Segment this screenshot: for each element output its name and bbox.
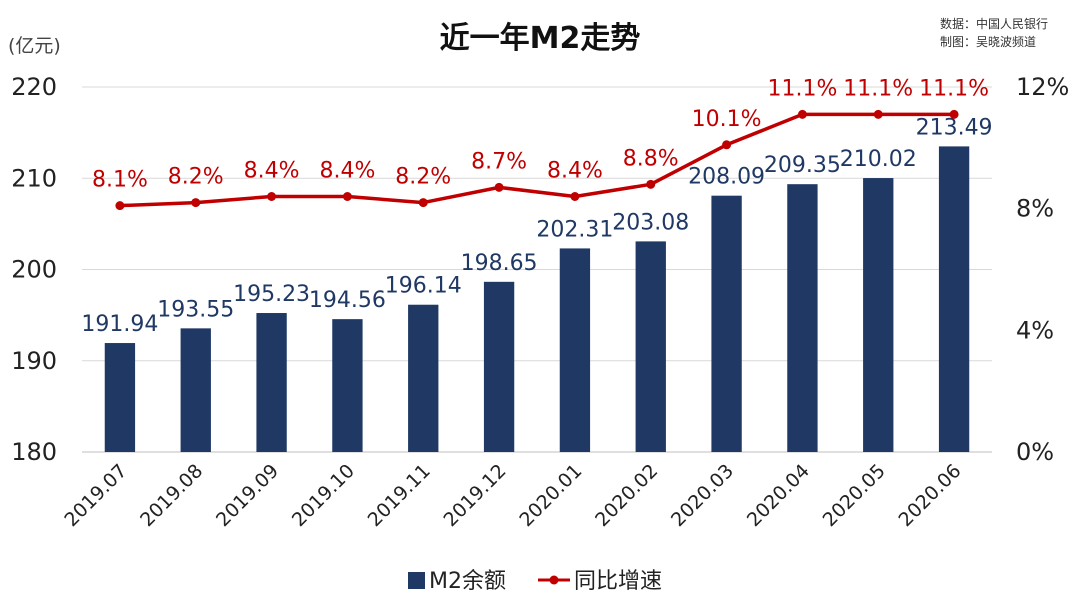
growth-line	[115, 109, 959, 211]
growth-point	[115, 201, 125, 211]
growth-rate-label: 10.1%	[692, 107, 762, 132]
growth-point	[494, 182, 504, 192]
m2-bar	[635, 241, 666, 452]
left-axis-unit: (亿元)	[8, 35, 61, 57]
x-axis-tick-label: 2020.06	[894, 460, 965, 531]
growth-rate-label: 8.7%	[471, 149, 527, 174]
growth-point	[722, 140, 732, 150]
legend-swatch-growth-marker	[549, 575, 559, 585]
m2-bar	[938, 146, 970, 452]
growth-point	[949, 109, 959, 119]
right-axis-ticks: 0% 4% 8% 12%	[1016, 73, 1069, 466]
growth-rate-label: 8.1%	[92, 168, 148, 193]
m2-bar	[104, 343, 136, 452]
source-line-author: 制图：吴晓波频道	[940, 35, 1036, 49]
growth-point	[570, 192, 580, 201]
growth-rate-label: 8.2%	[395, 165, 451, 190]
m2-bar-label: 198.65	[461, 251, 538, 276]
growth-rate-label: 11.1%	[767, 76, 837, 101]
m2-bar-label: 213.49	[916, 115, 993, 140]
growth-rate-labels: 8.1% 8.2% 8.4% 8.4% 8.2%8.7% 8.4% 8.8%10.1%11.…	[92, 76, 989, 192]
growth-point	[342, 192, 352, 201]
source-line-data: 数据：中国人民银行	[940, 16, 1048, 31]
legend-swatch-m2	[408, 572, 425, 589]
right-axis-tick-label: 4%	[1016, 316, 1054, 344]
x-axis-tick-label: 2020.03	[667, 460, 738, 531]
left-axis-ticks: 180 190 200 210 220	[11, 73, 57, 466]
m2-bar-label: 195.23	[233, 282, 310, 307]
x-axis-tick-label: 2019.11	[364, 460, 435, 531]
m2-bar	[863, 178, 894, 452]
m2-bar-label: 193.55	[157, 297, 234, 322]
x-axis-tick-label: 2019.07	[60, 460, 131, 531]
m2-bar	[256, 313, 287, 452]
growth-rate-label: 8.2%	[168, 165, 224, 190]
m2-bar	[332, 319, 363, 452]
x-axis-tick-label: 2020.01	[515, 460, 586, 531]
growth-point	[418, 198, 428, 208]
growth-rate-label: 11.1%	[843, 76, 913, 101]
growth-point	[873, 109, 883, 119]
growth-rate-label: 8.8%	[623, 146, 679, 171]
gridlines	[82, 86, 992, 453]
left-axis-tick-label: 220	[11, 73, 57, 101]
x-axis-tick-label: 2019.09	[212, 460, 283, 531]
x-axis-tick-label: 2019.12	[439, 460, 510, 531]
m2-bar	[711, 195, 742, 452]
x-axis-tick-label: 2020.05	[819, 460, 890, 531]
growth-point	[191, 198, 201, 208]
growth-rate-label: 8.4%	[547, 159, 603, 184]
x-axis-ticks: 2019.07 2019.08 2019.09 2019.10 2019.11 2019.…	[60, 460, 965, 531]
m2-bar-label: 210.02	[840, 147, 917, 172]
m2-bar	[787, 184, 818, 452]
growth-rate-label: 8.4%	[244, 159, 300, 184]
m2-bar-label: 196.14	[385, 274, 462, 299]
m2-bar-label: 191.94	[81, 312, 158, 337]
m2-bar-label: 202.31	[536, 217, 613, 242]
m2-bars	[104, 146, 970, 452]
legend-label-growth: 同比增速	[574, 569, 662, 594]
right-axis-tick-label: 0%	[1016, 438, 1054, 466]
growth-rate-label: 11.1%	[919, 76, 989, 101]
growth-point	[646, 179, 656, 189]
x-axis-tick-label: 2019.08	[136, 460, 207, 531]
growth-rate-label: 8.4%	[319, 159, 375, 184]
x-axis-tick-label: 2019.10	[288, 460, 359, 531]
m2-bar-label: 209.35	[764, 153, 841, 178]
right-axis-tick-label: 8%	[1016, 195, 1054, 223]
m2-bar	[408, 304, 439, 452]
x-axis-tick-label: 2020.04	[743, 460, 814, 531]
growth-point	[267, 192, 277, 201]
left-axis-tick-label: 200	[11, 256, 57, 284]
growth-point	[797, 109, 807, 119]
m2-bar-label: 208.09	[688, 165, 765, 190]
m2-bar-label: 203.08	[612, 210, 689, 235]
left-axis-tick-label: 210	[11, 164, 57, 192]
legend-label-m2: M2余额	[429, 569, 506, 594]
m2-bar	[559, 248, 591, 452]
left-axis-tick-label: 190	[11, 347, 57, 375]
growth-line-path	[119, 112, 955, 208]
chart-title: 近一年M2走势	[440, 21, 641, 56]
x-axis-tick-label: 2020.02	[591, 460, 662, 531]
m2-bar	[180, 328, 211, 452]
m2-bar-label: 194.56	[309, 288, 386, 313]
left-axis-tick-label: 180	[11, 438, 57, 466]
m2-bar	[483, 281, 515, 452]
legend: M2余额 同比增速	[408, 569, 662, 594]
right-axis-tick-label: 12%	[1016, 73, 1069, 101]
